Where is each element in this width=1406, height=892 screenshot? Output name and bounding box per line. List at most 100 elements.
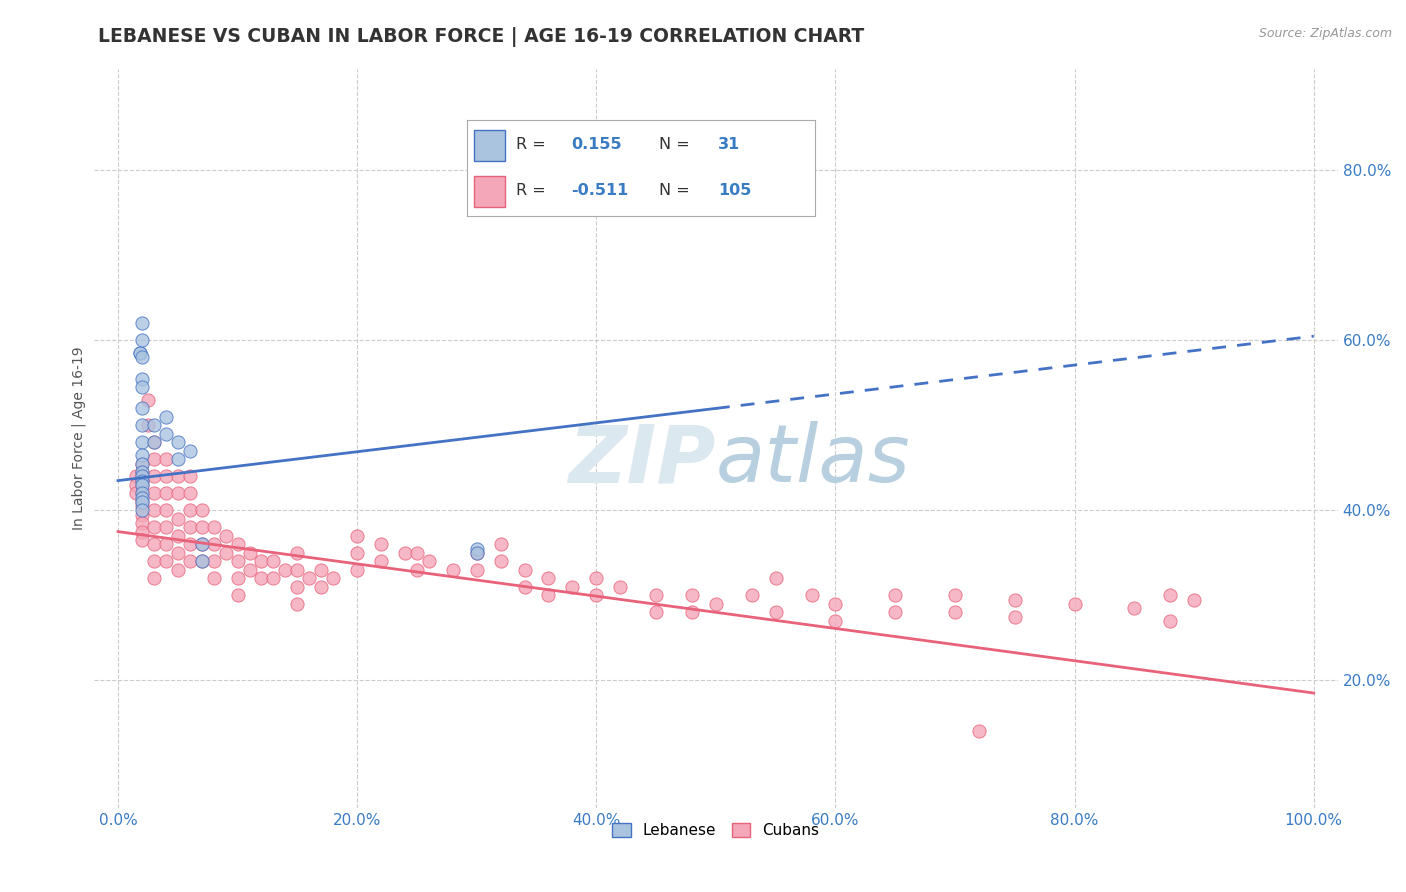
Point	[1123, 601, 1146, 615]
Point	[394, 546, 416, 560]
Text: LEBANESE VS CUBAN IN LABOR FORCE | AGE 16-19 CORRELATION CHART: LEBANESE VS CUBAN IN LABOR FORCE | AGE 1…	[98, 27, 865, 46]
Point	[824, 614, 846, 628]
Point	[131, 478, 153, 492]
Point	[155, 469, 177, 483]
Point	[131, 495, 153, 509]
Point	[202, 537, 225, 551]
Point	[131, 401, 153, 416]
Point	[131, 334, 153, 348]
Point	[561, 580, 583, 594]
Point	[202, 520, 225, 534]
Point	[943, 588, 966, 602]
Point	[131, 372, 153, 386]
Point	[131, 435, 153, 450]
Point	[285, 563, 308, 577]
Point	[155, 503, 177, 517]
Point	[142, 554, 165, 568]
Point	[967, 724, 990, 739]
Point	[179, 554, 201, 568]
Point	[262, 554, 284, 568]
Point	[142, 469, 165, 483]
Point	[155, 452, 177, 467]
Point	[309, 563, 332, 577]
Point	[131, 474, 153, 488]
Point	[179, 486, 201, 500]
Point	[131, 380, 153, 394]
Point	[131, 486, 153, 500]
Point	[142, 435, 165, 450]
Point	[155, 520, 177, 534]
Point	[131, 491, 153, 505]
Point	[179, 469, 201, 483]
Point	[465, 546, 488, 560]
Point	[155, 554, 177, 568]
Point	[285, 546, 308, 560]
Point	[202, 554, 225, 568]
Point	[645, 605, 668, 619]
Point	[179, 520, 201, 534]
Point	[190, 537, 212, 551]
Point	[202, 571, 225, 585]
Point	[406, 563, 429, 577]
Point	[131, 503, 153, 517]
Point	[370, 554, 392, 568]
Text: atlas: atlas	[716, 421, 911, 500]
Point	[142, 537, 165, 551]
Text: ZIP: ZIP	[568, 421, 716, 500]
Point	[142, 452, 165, 467]
Point	[155, 426, 177, 441]
Point	[285, 580, 308, 594]
Point	[125, 478, 148, 492]
Point	[609, 580, 631, 594]
Point	[125, 469, 148, 483]
Point	[166, 546, 188, 560]
Point	[166, 486, 188, 500]
Point	[131, 516, 153, 530]
Point	[131, 499, 153, 513]
Point	[131, 486, 153, 500]
Point	[131, 478, 153, 492]
Point	[142, 435, 165, 450]
Point	[214, 546, 236, 560]
Point	[131, 457, 153, 471]
Point	[131, 457, 153, 471]
Point	[465, 546, 488, 560]
Point	[704, 597, 727, 611]
Point	[226, 554, 249, 568]
Point	[166, 529, 188, 543]
Point	[190, 520, 212, 534]
Point	[585, 588, 607, 602]
Point	[166, 469, 188, 483]
Point	[465, 563, 488, 577]
Point	[131, 448, 153, 462]
Point	[131, 418, 153, 433]
Point	[346, 546, 368, 560]
Point	[190, 503, 212, 517]
Point	[262, 571, 284, 585]
Point	[131, 533, 153, 547]
Point	[131, 465, 153, 479]
Point	[179, 537, 201, 551]
Point	[238, 563, 260, 577]
Point	[142, 486, 165, 500]
Point	[322, 571, 344, 585]
Point	[537, 588, 560, 602]
Point	[465, 541, 488, 556]
Point	[1182, 592, 1205, 607]
Point	[125, 486, 148, 500]
Y-axis label: In Labor Force | Age 16-19: In Labor Force | Age 16-19	[72, 346, 86, 530]
Point	[441, 563, 464, 577]
Point	[190, 554, 212, 568]
Point	[765, 605, 787, 619]
Point	[1004, 592, 1026, 607]
Point	[681, 605, 703, 619]
Point	[1063, 597, 1085, 611]
Point	[131, 524, 153, 539]
Point	[142, 571, 165, 585]
Point	[131, 317, 153, 331]
Point	[250, 554, 273, 568]
Point	[179, 443, 201, 458]
Point	[131, 474, 153, 488]
Point	[489, 537, 512, 551]
Point	[131, 508, 153, 522]
